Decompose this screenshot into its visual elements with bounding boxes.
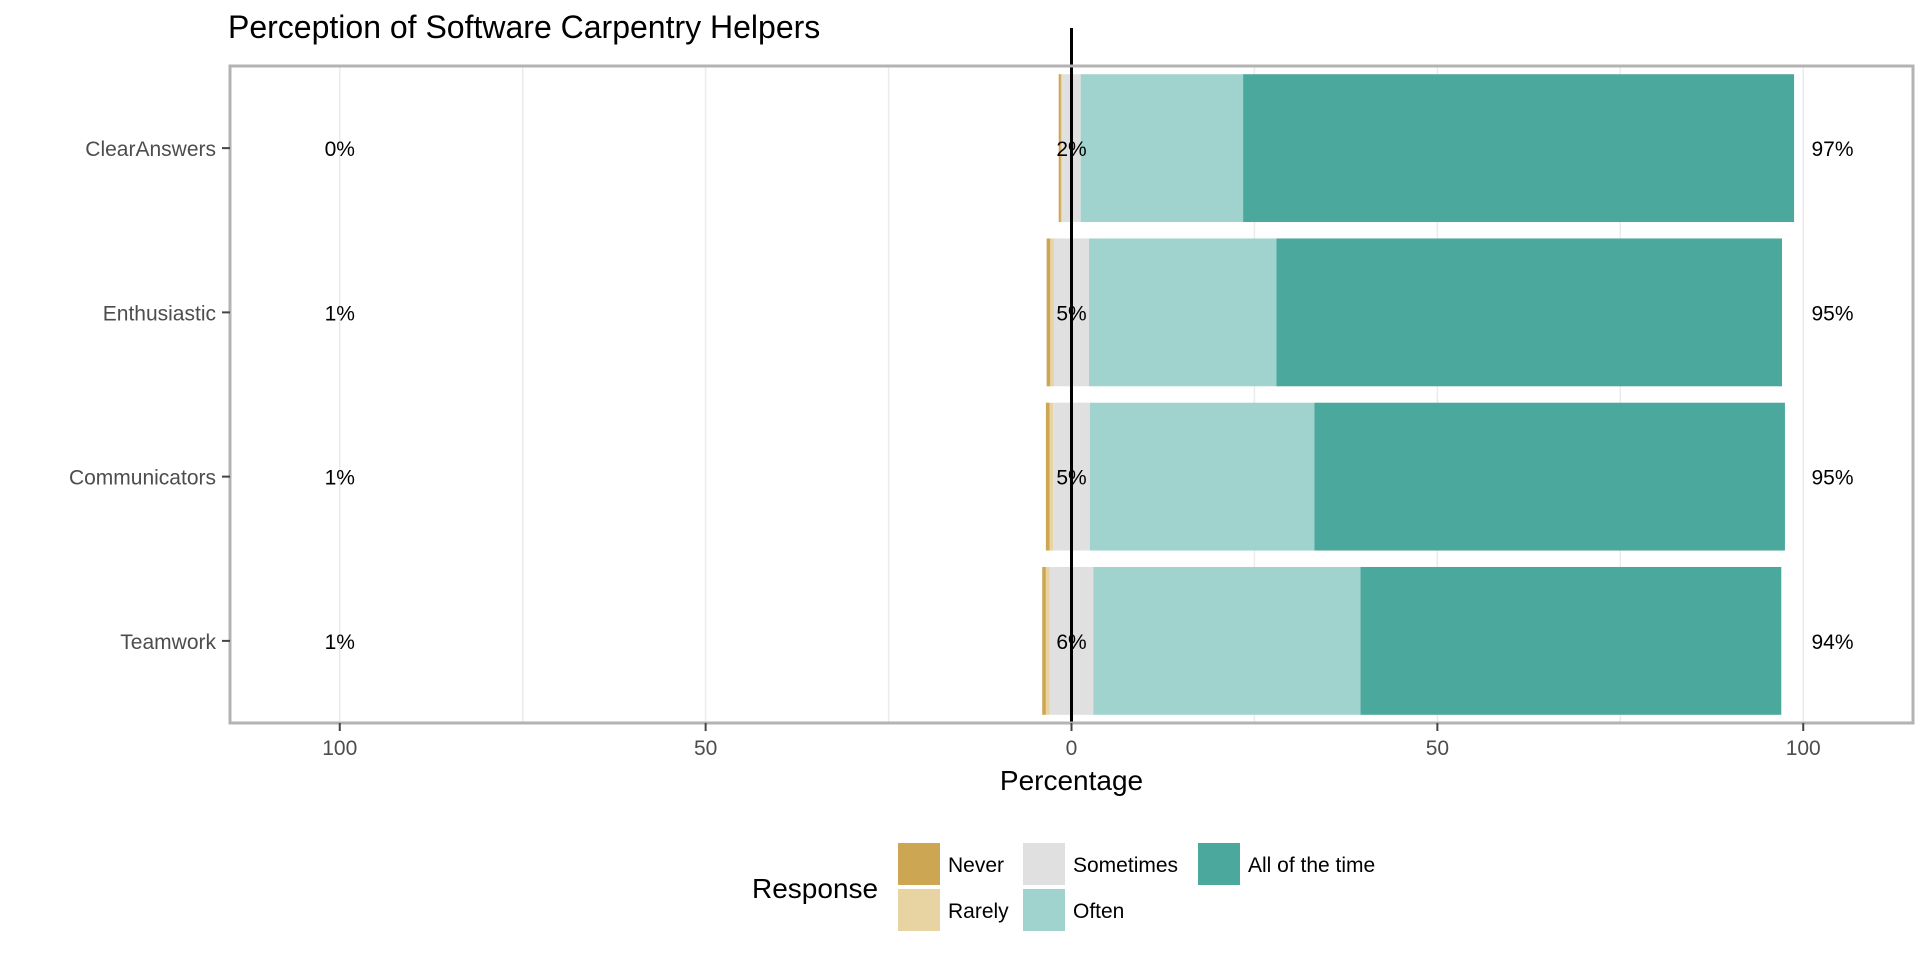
bar-rarely — [1045, 566, 1050, 715]
y-tick-label: Teamwork — [120, 631, 216, 654]
bar-all-of-the-time — [1276, 238, 1783, 387]
bar-often — [1089, 238, 1277, 387]
legend-key — [1023, 843, 1065, 885]
legend-label: Sometimes — [1073, 854, 1178, 877]
legend-label: Rarely — [948, 900, 1009, 923]
legend-key — [898, 889, 940, 931]
label-center: 5% — [1056, 467, 1086, 490]
bar-often — [1089, 402, 1315, 551]
bar-rarely — [1050, 238, 1054, 387]
label-right: 95% — [1811, 467, 1853, 490]
x-tick-label: 100 — [322, 737, 357, 760]
bar-never — [1058, 74, 1061, 223]
x-tick-label: 50 — [1426, 737, 1449, 760]
y-tick-label: Communicators — [69, 467, 216, 490]
label-left: 0% — [325, 138, 355, 161]
label-left: 1% — [325, 631, 355, 654]
label-left: 1% — [325, 467, 355, 490]
legend-label: All of the time — [1248, 854, 1375, 877]
label-center: 6% — [1056, 631, 1086, 654]
x-axis: 100 50 0 50 100 — [322, 723, 1821, 760]
x-tick-label: 50 — [694, 737, 717, 760]
x-axis-label: Percentage — [1000, 765, 1143, 796]
chart-title: Perception of Software Carpentry Helpers — [228, 9, 820, 45]
label-center: 5% — [1056, 302, 1086, 325]
legend-key — [898, 843, 940, 885]
legend-title: Response — [752, 873, 878, 904]
bar-all-of-the-time — [1360, 566, 1782, 715]
y-tick-label: Enthusiastic — [103, 302, 216, 325]
legend-key — [1198, 843, 1240, 885]
bar-all-of-the-time — [1314, 402, 1785, 551]
x-tick-label: 0 — [1066, 737, 1078, 760]
bar-often — [1093, 566, 1361, 715]
y-axis: ClearAnswers Enthusiastic Communicators Tea… — [69, 138, 230, 654]
bar-rarely — [1049, 402, 1054, 551]
legend: Response Never Rarely Sometimes Often All of… — [752, 843, 1375, 931]
bar-never — [1042, 566, 1046, 715]
label-right: 95% — [1811, 302, 1853, 325]
bar-labels: 0% 2% 97% 1% 5% 95% 1% 5% 95% 1% 6% 94% — [325, 138, 1854, 654]
bar-never — [1046, 238, 1051, 387]
legend-label: Often — [1073, 900, 1124, 923]
label-left: 1% — [325, 302, 355, 325]
bar-often — [1080, 74, 1244, 223]
bar-rarely — [1060, 74, 1063, 223]
x-tick-label: 100 — [1786, 737, 1821, 760]
bar-all-of-the-time — [1243, 74, 1795, 223]
y-tick-label: ClearAnswers — [85, 138, 216, 161]
legend-label: Never — [948, 854, 1004, 877]
label-right: 97% — [1811, 138, 1853, 161]
label-center: 2% — [1056, 138, 1086, 161]
bar-never — [1045, 402, 1050, 551]
legend-key — [1023, 889, 1065, 931]
label-right: 94% — [1811, 631, 1853, 654]
